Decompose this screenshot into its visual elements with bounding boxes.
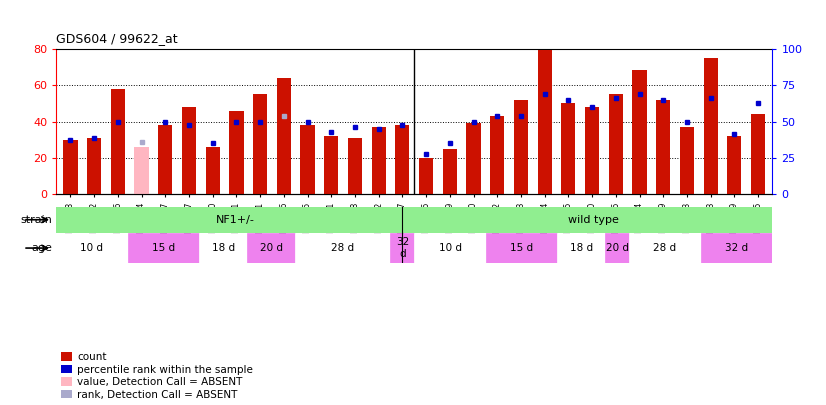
Text: 10 d: 10 d [80, 243, 103, 253]
Bar [396, 125, 410, 194]
Bar [558, 233, 605, 263]
Bar [182, 107, 196, 194]
Bar [372, 127, 386, 194]
Text: 18 d: 18 d [570, 243, 593, 253]
Bar [700, 233, 772, 263]
Bar [64, 140, 78, 194]
Bar [609, 94, 623, 194]
Bar [680, 127, 694, 194]
Bar [301, 125, 315, 194]
Text: 28 d: 28 d [331, 243, 354, 253]
Bar [230, 111, 244, 194]
Bar [415, 233, 486, 263]
Bar [247, 233, 295, 263]
Legend: count, percentile rank within the sample, value, Detection Call = ABSENT, rank, : count, percentile rank within the sample… [61, 352, 253, 400]
Bar [585, 107, 599, 194]
Text: wild type: wild type [567, 215, 619, 225]
Bar [656, 100, 671, 194]
Bar [56, 233, 128, 263]
Text: 15 d: 15 d [152, 243, 175, 253]
Text: age: age [31, 243, 52, 253]
Bar [348, 138, 362, 194]
Bar [158, 125, 173, 194]
Bar [629, 233, 700, 263]
Bar [324, 136, 339, 194]
Text: 15 d: 15 d [510, 243, 534, 253]
Text: 20 d: 20 d [605, 243, 629, 253]
Bar [727, 136, 742, 194]
Bar [486, 233, 558, 263]
Bar [514, 100, 528, 194]
Bar [128, 233, 199, 263]
Bar [277, 78, 291, 194]
Bar [206, 147, 220, 194]
Bar [295, 233, 391, 263]
Bar [56, 207, 415, 233]
Text: 18 d: 18 d [211, 243, 235, 253]
Bar [605, 233, 629, 263]
Bar [199, 233, 247, 263]
Bar [538, 51, 552, 194]
Text: GDS604 / 99622_at: GDS604 / 99622_at [56, 32, 178, 45]
Bar [633, 70, 647, 194]
Bar [419, 158, 433, 194]
Bar [490, 116, 505, 194]
Text: 20 d: 20 d [259, 243, 282, 253]
Text: NF1+/-: NF1+/- [216, 215, 254, 225]
Text: 32 d: 32 d [725, 243, 748, 253]
Bar [467, 123, 481, 194]
Bar [704, 58, 718, 194]
Bar [391, 233, 415, 263]
Text: 32
d: 32 d [396, 237, 409, 259]
Bar [561, 103, 576, 194]
Text: 10 d: 10 d [439, 243, 462, 253]
Text: strain: strain [20, 215, 52, 225]
Bar [443, 149, 457, 194]
Text: 28 d: 28 d [653, 243, 676, 253]
Bar [415, 207, 772, 233]
Bar [751, 114, 765, 194]
Bar [135, 147, 149, 194]
Bar [253, 94, 268, 194]
Bar [87, 138, 102, 194]
Bar [111, 89, 125, 194]
